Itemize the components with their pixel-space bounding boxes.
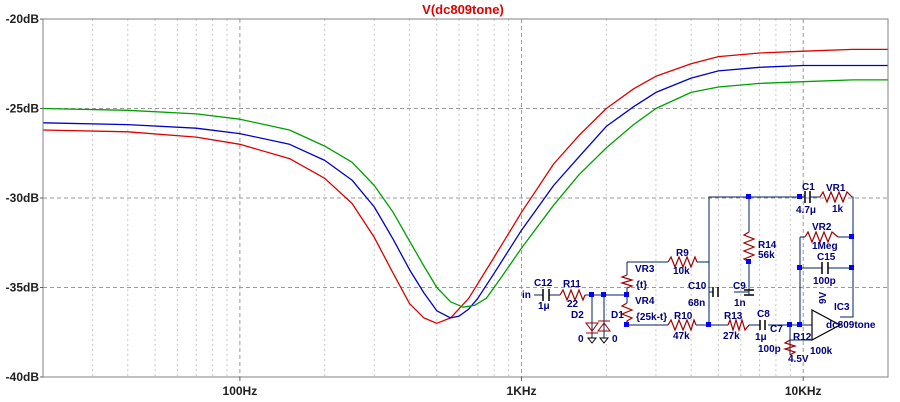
label-c15: C15 [817, 252, 836, 263]
schematic-labels: C1 4.7μ VR1 1k R14 56k VR2 1Meg C15 100p… [522, 182, 876, 365]
label-r14-value: 56k [758, 250, 775, 261]
y-tick-label: -30dB [6, 191, 40, 205]
label-c10: C10 [688, 281, 707, 292]
label-r9-value: 10k [673, 266, 690, 277]
label-ic3: IC3 [834, 302, 850, 313]
label-r12-value: 100k [810, 346, 833, 357]
label-ground-d2: 0 [578, 334, 584, 345]
label-r9: R9 [676, 248, 689, 259]
label-supply-9v: 9V [818, 291, 829, 304]
label-c12: C12 [534, 278, 553, 289]
label-r12: R12 [793, 332, 812, 343]
label-bias-4-5v: 4.5V [788, 354, 809, 365]
label-vr2: VR2 [812, 222, 832, 233]
label-c12-value: 1μ [538, 301, 550, 312]
label-r13-value: 27k [723, 331, 740, 342]
circuit-schematic: C1 4.7μ VR1 1k R14 56k VR2 1Meg C15 100p… [522, 182, 876, 365]
label-c8: C8 [757, 309, 770, 320]
label-c9: C9 [733, 281, 746, 292]
label-c10-value: 68n [688, 298, 705, 309]
y-tick-label: -40dB [6, 370, 40, 384]
label-r10: R10 [674, 311, 693, 322]
label-vr4-value: {25k-t} [636, 312, 667, 323]
label-c7-value: 100p [758, 344, 781, 355]
series-line-red [42, 48, 888, 324]
label-r11: R11 [563, 279, 581, 290]
series-line-blue [42, 64, 888, 319]
schematic-junctions [589, 194, 854, 327]
label-r11-value: 22 [567, 299, 579, 310]
chart-title: V(dc809tone) [422, 2, 504, 17]
label-r13: R13 [724, 311, 743, 322]
label-vr4: VR4 [635, 296, 655, 307]
label-ground-d1: 0 [612, 334, 618, 345]
label-r14: R14 [758, 240, 777, 251]
label-d1: D1 [611, 310, 624, 321]
label-r10-value: 47k [673, 331, 690, 342]
schematic-components [542, 190, 853, 356]
label-c8-value: 1μ [755, 332, 767, 343]
label-c1: C1 [802, 182, 815, 193]
label-vr2-value: 1Meg [812, 241, 838, 252]
x-tick-label: 1KHz [507, 384, 537, 398]
label-vr1-value: 1k [832, 204, 844, 215]
label-c1-value: 4.7μ [796, 205, 816, 216]
series-line-green [42, 79, 888, 308]
x-tick-label: 100Hz [223, 384, 258, 398]
label-d2: D2 [571, 310, 584, 321]
y-tick-label: -35dB [6, 281, 40, 295]
label-vr3-value: {t} [636, 280, 647, 291]
x-tick-label: 10KHz [785, 384, 822, 398]
label-vr1: VR1 [826, 183, 846, 194]
label-ic3-model: dc809tone [826, 320, 876, 331]
label-vr3: VR3 [635, 264, 655, 275]
label-c15-value: 100p [813, 276, 836, 287]
label-c7: C7 [770, 324, 783, 335]
label-c9-value: 1n [734, 298, 746, 309]
y-tick-label: -20dB [6, 12, 40, 26]
y-tick-label: -25dB [6, 102, 40, 116]
label-input: in [522, 290, 531, 301]
